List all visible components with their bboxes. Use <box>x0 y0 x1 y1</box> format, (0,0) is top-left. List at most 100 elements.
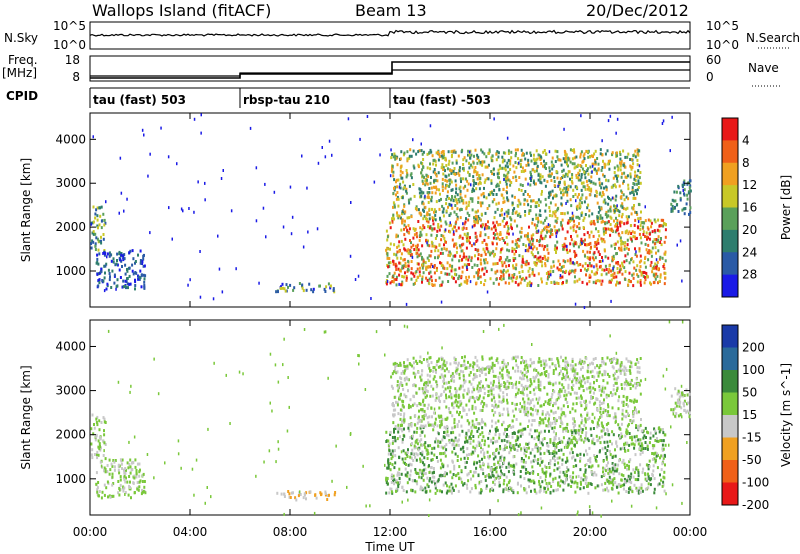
data-cell <box>454 280 457 284</box>
data-cell <box>417 220 420 223</box>
data-cell <box>525 151 528 155</box>
data-cell <box>425 448 428 452</box>
data-cell <box>556 266 559 270</box>
data-cell <box>467 203 470 207</box>
data-cell <box>686 197 689 201</box>
data-cell <box>649 219 652 223</box>
noise-cell <box>204 181 206 185</box>
data-cell <box>545 203 548 207</box>
data-cell <box>653 457 656 461</box>
data-cell <box>621 417 624 421</box>
data-cell <box>464 194 467 198</box>
data-cell <box>97 284 100 288</box>
data-cell <box>621 368 624 372</box>
data-cell <box>445 247 448 251</box>
data-cell <box>597 438 600 442</box>
data-cell <box>587 439 590 443</box>
data-cell <box>410 245 413 249</box>
data-cell <box>125 476 127 480</box>
data-cell <box>634 155 637 159</box>
data-cell <box>517 444 520 448</box>
data-cell <box>400 252 403 256</box>
data-cell <box>579 198 582 202</box>
data-cell <box>596 484 599 488</box>
data-cell <box>509 159 512 163</box>
data-cell <box>459 216 462 220</box>
data-cell <box>555 367 557 371</box>
data-cell <box>431 283 434 287</box>
data-cell <box>401 275 404 278</box>
data-cell <box>643 281 646 285</box>
data-cell <box>394 154 397 158</box>
data-cell <box>479 432 482 436</box>
data-cell <box>604 469 607 473</box>
data-cell <box>520 148 523 152</box>
data-cell <box>479 491 482 495</box>
data-cell <box>500 454 503 458</box>
data-cell <box>508 249 511 253</box>
data-cell <box>477 215 480 219</box>
data-cell <box>632 468 635 472</box>
data-cell <box>103 218 106 222</box>
data-cell <box>612 254 615 258</box>
data-cell <box>460 282 463 286</box>
data-cell <box>431 154 434 158</box>
noise-cell <box>398 282 400 286</box>
data-cell <box>657 218 660 222</box>
data-cell <box>580 438 583 442</box>
data-cell <box>602 230 605 234</box>
data-cell <box>548 214 551 217</box>
data-cell <box>500 260 503 264</box>
data-cell <box>496 242 498 246</box>
data-cell <box>584 262 587 266</box>
data-cell <box>502 358 505 362</box>
data-cell <box>492 221 495 225</box>
data-cell <box>611 406 614 410</box>
data-cell <box>519 475 522 479</box>
data-cell <box>407 198 410 202</box>
data-cell <box>588 273 591 277</box>
data-cell <box>443 451 446 455</box>
data-cell <box>554 219 557 223</box>
data-cell <box>551 362 554 366</box>
data-cell <box>509 183 512 187</box>
data-cell <box>616 280 618 284</box>
data-cell <box>406 474 409 478</box>
data-cell <box>403 203 406 207</box>
data-cell <box>586 437 589 441</box>
data-cell <box>506 248 509 252</box>
data-cell <box>515 166 518 170</box>
data-cell <box>385 481 388 484</box>
data-cell <box>586 452 589 456</box>
data-cell <box>444 158 447 161</box>
data-cell <box>596 267 599 271</box>
data-cell <box>468 214 471 217</box>
noise-cell <box>566 244 568 248</box>
data-cell <box>610 244 613 248</box>
data-cell <box>118 471 121 475</box>
data-cell <box>391 164 394 168</box>
data-cell <box>458 187 461 191</box>
data-cell <box>472 439 475 443</box>
data-cell <box>567 156 570 160</box>
data-cell <box>681 208 684 212</box>
data-cell <box>392 274 395 278</box>
data-cell <box>562 168 565 172</box>
data-cell <box>524 427 527 431</box>
data-cell <box>488 454 491 458</box>
data-cell <box>452 430 455 434</box>
data-cell <box>609 207 612 211</box>
data-cell <box>637 181 640 185</box>
data-cell <box>619 485 622 488</box>
data-cell <box>434 486 437 490</box>
data-cell <box>579 205 582 209</box>
data-cell <box>602 401 605 405</box>
data-cell <box>648 249 651 253</box>
data-cell <box>663 489 666 493</box>
data-cell <box>501 465 504 468</box>
noise-cell <box>452 230 455 234</box>
data-cell <box>547 449 550 453</box>
data-cell <box>563 174 566 178</box>
data-cell <box>466 457 469 460</box>
data-cell <box>547 375 550 379</box>
